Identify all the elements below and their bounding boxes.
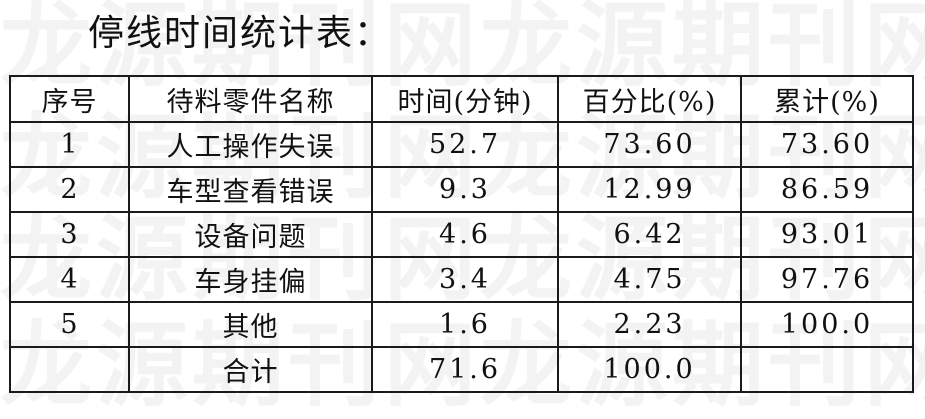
cell-serial-number: [9, 346, 130, 393]
cell-time: 4.6: [371, 211, 559, 258]
cell-total-time: 71.6: [371, 346, 559, 393]
cell-percentage: 73.60: [557, 121, 742, 168]
cell-serial-number: 1: [9, 121, 130, 168]
table-row: 3 设备问题 4.6 6.42 93.01: [9, 211, 914, 258]
cell-time: 3.4: [371, 256, 559, 303]
cell-cumulative: 97.76: [740, 256, 914, 303]
cell-time: 1.6: [371, 301, 559, 348]
header-time-minutes: 时间(分钟): [371, 75, 559, 123]
cell-serial-number: 5: [9, 301, 130, 348]
cell-part-name: 车身挂偏: [128, 256, 373, 303]
cell-time: 52.7: [371, 121, 559, 168]
cell-part-name: 车型查看错误: [128, 166, 373, 213]
cell-percentage: 2.23: [557, 301, 742, 348]
page-title: 停线时间统计表：: [88, 13, 393, 54]
cell-total-label: 合计: [128, 346, 373, 393]
cell-percentage: 4.75: [557, 256, 742, 303]
cell-serial-number: 2: [9, 166, 130, 213]
table-row: 2 车型查看错误 9.3 12.99 86.59: [9, 166, 914, 213]
cell-cumulative: 93.01: [740, 211, 914, 258]
cell-cumulative: 86.59: [740, 166, 914, 213]
cell-time: 9.3: [371, 166, 559, 213]
cell-part-name: 其他: [128, 301, 373, 348]
downtime-statistics-table: 序号 待料零件名称 时间(分钟) 百分比(%) 累计(%) 1 人工操作失误 5…: [9, 75, 914, 393]
table-total-row: 合计 71.6 100.0: [9, 346, 914, 393]
cell-part-name: 设备问题: [128, 211, 373, 258]
header-percentage: 百分比(%): [557, 75, 742, 123]
table-row: 4 车身挂偏 3.4 4.75 97.76: [9, 256, 914, 303]
cell-serial-number: 3: [9, 211, 130, 258]
cell-percentage: 6.42: [557, 211, 742, 258]
cell-cumulative: 100.0: [740, 301, 914, 348]
table-header-row: 序号 待料零件名称 时间(分钟) 百分比(%) 累计(%): [9, 75, 914, 123]
table-row: 5 其他 1.6 2.23 100.0: [9, 301, 914, 348]
cell-cumulative: 73.60: [740, 121, 914, 168]
cell-serial-number: 4: [9, 256, 130, 303]
cell-part-name: 人工操作失误: [128, 121, 373, 168]
header-part-name: 待料零件名称: [128, 75, 373, 123]
header-cumulative: 累计(%): [740, 75, 914, 123]
table-row: 1 人工操作失误 52.7 73.60 73.60: [9, 121, 914, 168]
cell-percentage: 12.99: [557, 166, 742, 213]
cell-cumulative: [740, 346, 914, 393]
cell-total-percentage: 100.0: [557, 346, 742, 393]
header-serial-number: 序号: [9, 75, 130, 123]
